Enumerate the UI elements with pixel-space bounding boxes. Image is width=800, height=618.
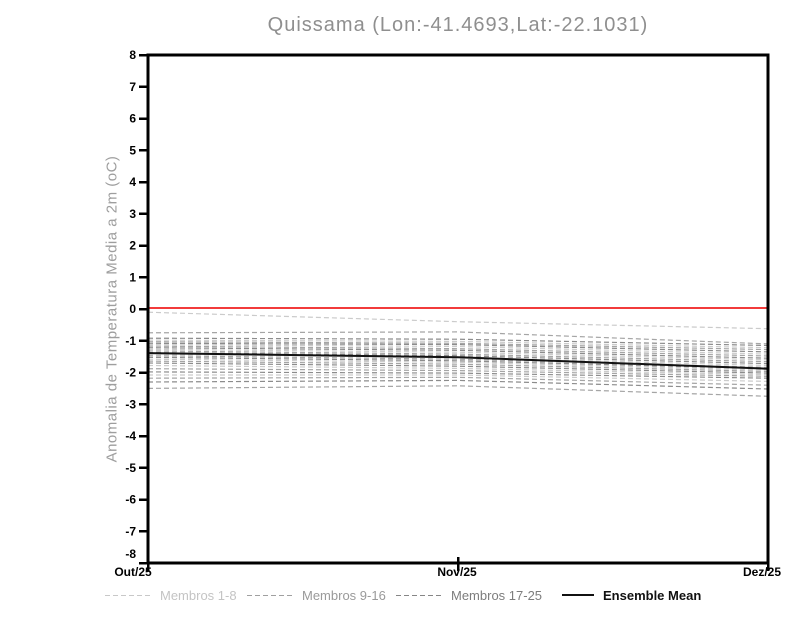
y-tick-label: -6 [125, 493, 136, 507]
legend-item-membros-1-8: Membros 1-8 [105, 587, 237, 603]
legend-label: Ensemble Mean [603, 587, 702, 603]
member-line [147, 364, 769, 376]
member-line [147, 311, 769, 330]
y-tick-label: -1 [125, 334, 136, 348]
member-line [147, 371, 769, 379]
legend-item-membros-9-16: Membros 9-16 [247, 587, 386, 603]
ensemble-mean-line [147, 352, 769, 370]
x-tick-label: Nov/25 [437, 565, 477, 579]
legend-item-ensemble-mean: Ensemble Mean [562, 587, 701, 603]
dashed-line-sample-icon [247, 594, 293, 596]
member-line [147, 351, 769, 365]
y-tick-label: -3 [125, 397, 136, 411]
legend-label: Membros 17-25 [451, 587, 543, 603]
member-line [147, 337, 769, 347]
y-tick-label: 0 [129, 302, 136, 316]
y-tick-label: -2 [125, 366, 136, 380]
chart-legend: Membros 1-8 Membros 9-16 Membros 17-25 E… [0, 587, 800, 605]
y-tick-label: 7 [129, 80, 136, 94]
solid-line-sample-icon [562, 594, 594, 596]
y-tick-label: 3 [129, 207, 136, 221]
member-line [147, 385, 769, 397]
y-tick-label: -4 [125, 429, 136, 443]
legend-item-membros-17-25: Membros 17-25 [396, 587, 542, 603]
member-line [147, 339, 769, 349]
member-line [147, 344, 769, 355]
member-line [147, 360, 769, 373]
y-tick-label: -5 [125, 461, 136, 475]
member-line [147, 356, 769, 370]
member-line [147, 348, 769, 361]
y-tick-label: -7 [125, 524, 136, 538]
y-tick-label: -8 [125, 547, 136, 561]
y-tick-label: 2 [129, 239, 136, 253]
member-line [147, 362, 769, 374]
member-line [147, 341, 769, 351]
member-line [147, 331, 769, 345]
member-line [148, 374, 769, 382]
legend-label: Membros 1-8 [160, 587, 237, 603]
dashed-line-sample-icon [396, 594, 442, 596]
member-line [147, 368, 769, 377]
member-line [147, 358, 769, 371]
y-tick-label: 1 [129, 270, 136, 284]
member-line [147, 350, 769, 363]
x-tick-label: Out/25 [114, 565, 152, 579]
member-line [147, 376, 769, 386]
y-tick-label: 8 [129, 48, 136, 62]
member-line [147, 345, 769, 357]
member-line [147, 353, 769, 367]
member-line [147, 342, 769, 353]
legend-label: Membros 9-16 [302, 587, 386, 603]
member-line [147, 379, 769, 390]
x-tick-label: Dez/25 [743, 565, 781, 579]
member-line [147, 347, 769, 359]
y-tick-label: 6 [129, 112, 136, 126]
y-tick-label: 4 [129, 175, 136, 189]
y-tick-label: 5 [129, 143, 136, 157]
chart-title: Quissama (Lon:-41.4693,Lat:-22.1031) [267, 14, 649, 36]
dashed-line-sample-icon [105, 594, 151, 596]
